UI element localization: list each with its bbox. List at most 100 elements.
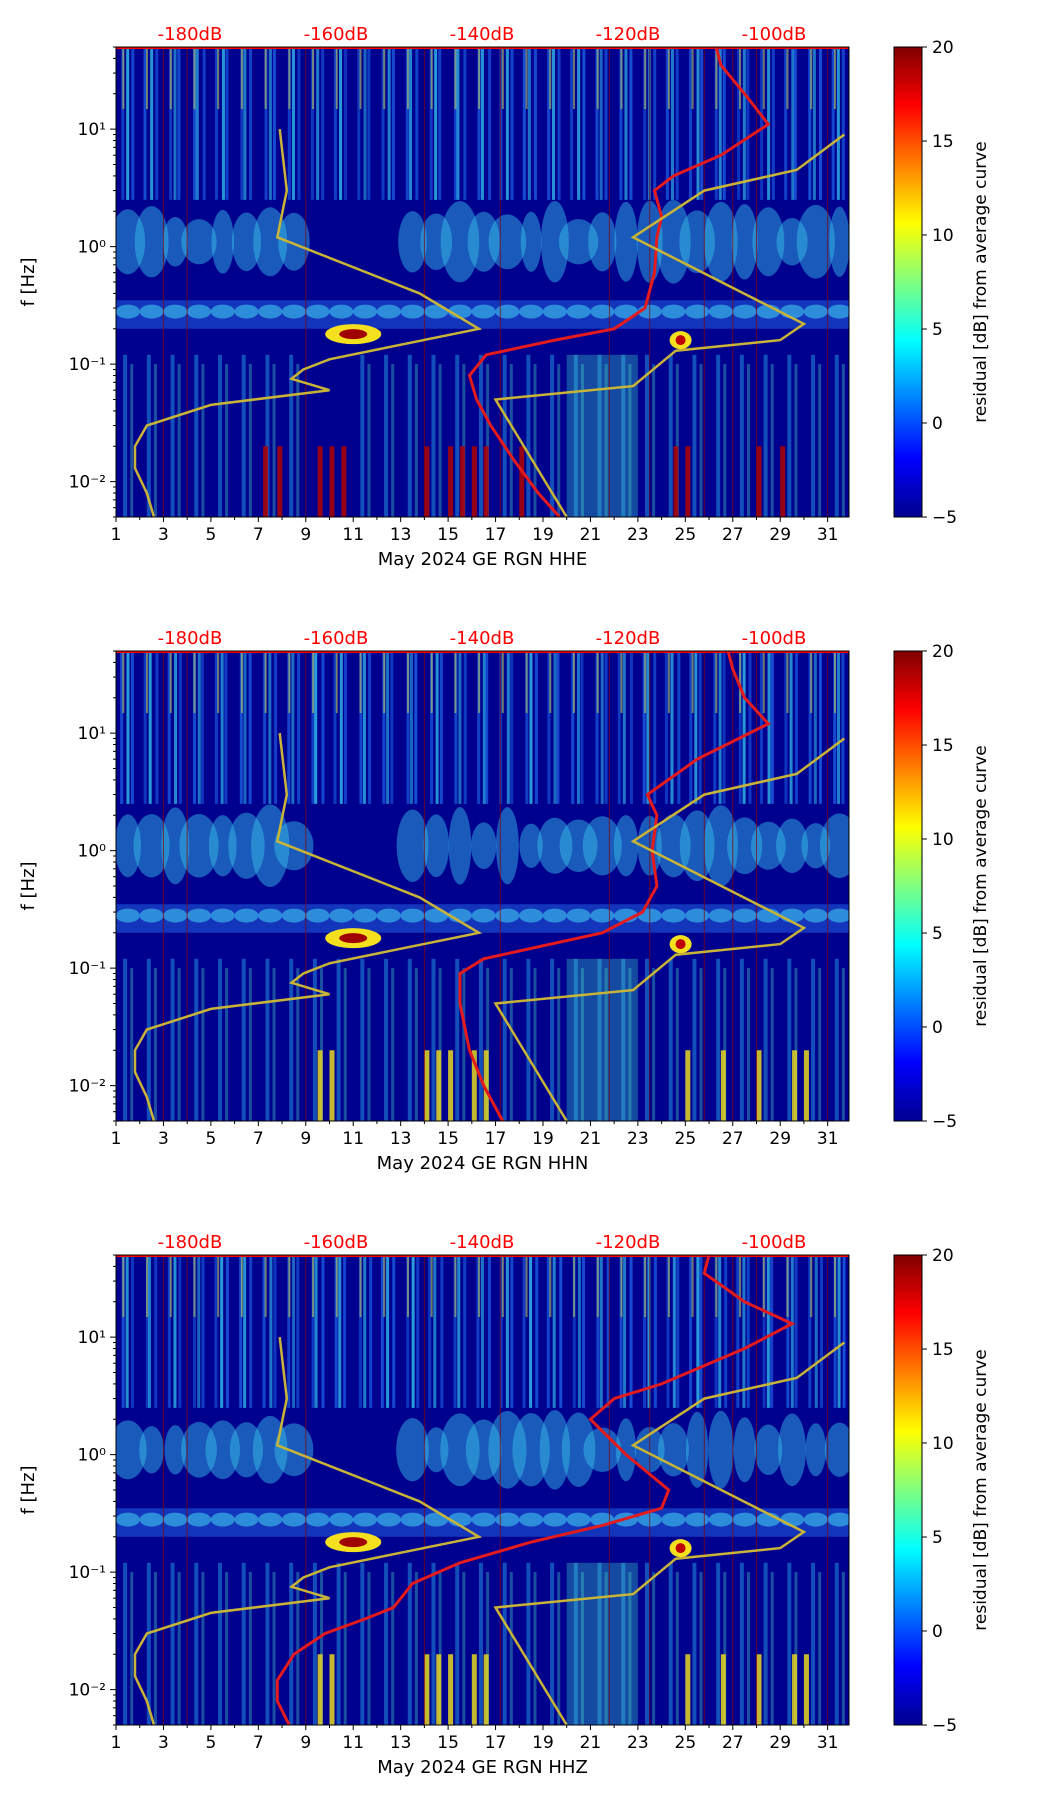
energy-blob (686, 1411, 709, 1488)
secondary-blob (780, 1512, 805, 1527)
x-tick-label: 11 (342, 525, 364, 545)
noise-streak (600, 651, 604, 804)
noise-streak (433, 1255, 437, 1408)
secondary-blob (139, 1512, 164, 1527)
hotspot-core (675, 1543, 686, 1554)
secondary-blob (590, 304, 615, 319)
energy-blob (424, 1427, 449, 1473)
secondary-blob (305, 908, 330, 923)
noise-streak (314, 651, 318, 804)
x-tick-label: 1 (111, 1733, 122, 1753)
noise-streak (463, 47, 467, 200)
colorbar-label: residual [dB] from average curve (971, 141, 991, 422)
noise-streak-hot (786, 49, 789, 109)
secondary-blob (471, 1512, 496, 1527)
lf-hot-bar (448, 1050, 454, 1121)
noise-streak-hot (288, 653, 291, 713)
lf-column (746, 968, 750, 1121)
lf-column (218, 354, 223, 517)
x-tick-label: 15 (437, 525, 459, 545)
noise-streak-hot (240, 653, 243, 713)
lf-column (438, 364, 442, 517)
secondary-blob (566, 1512, 591, 1527)
energy-blob (519, 823, 543, 868)
noise-streak (646, 651, 650, 804)
noise-streak (837, 651, 841, 804)
secondary-blob (234, 304, 259, 319)
x-tick-label: 13 (390, 1129, 412, 1149)
noise-streak (547, 651, 551, 804)
lf-hot-bar (424, 446, 430, 517)
noise-streak-hot (596, 653, 599, 713)
noise-streak (499, 1255, 503, 1408)
secondary-blob (258, 1512, 283, 1527)
yellow-curve-right (493, 737, 846, 1121)
lf-hot-bar (329, 1050, 335, 1121)
lf-hot-bar (424, 1050, 430, 1121)
db-label: -120dB (596, 24, 661, 45)
lf-column (692, 354, 697, 517)
noise-streak (510, 1255, 514, 1408)
lf-column (431, 354, 436, 517)
lf-column (177, 968, 181, 1121)
noise-streak (533, 47, 537, 200)
colorbar-label: residual [dB] from average curve (971, 745, 991, 1026)
noise-streak-hot (810, 49, 813, 109)
noise-streak (525, 651, 529, 804)
lf-column (550, 354, 555, 517)
noise-streak (174, 651, 178, 804)
noise-streak (269, 1255, 273, 1408)
noise-streak (392, 1255, 396, 1408)
secondary-blob (281, 908, 306, 923)
noise-streak (387, 47, 391, 200)
noise-streak (239, 1255, 243, 1408)
noise-streak (841, 651, 845, 804)
x-tick-label: 3 (158, 1129, 169, 1149)
secondary-blob (163, 1512, 188, 1527)
colorbar-tick-label: 0 (932, 414, 943, 434)
lf-column (367, 364, 371, 517)
lf-hot-bar (756, 1050, 762, 1121)
energy-blob (139, 1426, 164, 1474)
colorbar (893, 46, 923, 518)
noise-streak (453, 1255, 457, 1408)
noise-streak (456, 47, 460, 200)
lf-column (746, 1572, 750, 1725)
noise-streak (143, 47, 147, 200)
noise-streak-hot (549, 1257, 552, 1317)
noise-streak (837, 1255, 841, 1408)
noise-streak (262, 1255, 266, 1408)
x-tick-label: 7 (253, 525, 264, 545)
noise-streak (439, 651, 443, 804)
noise-streak (505, 47, 509, 200)
secondary-blob (732, 908, 757, 923)
noise-streak-hot (264, 653, 267, 713)
lf-hot-bar (720, 1654, 726, 1725)
noise-streak (742, 651, 746, 804)
noise-streak (243, 47, 247, 200)
secondary-blob (210, 908, 235, 923)
energy-blob (829, 206, 849, 277)
noise-streak-hot (525, 49, 528, 109)
noise-streak (694, 651, 698, 804)
x-tick-label: 25 (675, 1129, 697, 1149)
lf-column (248, 1572, 252, 1725)
noise-streak (812, 47, 816, 200)
lf-column (360, 1562, 365, 1725)
lf-column (407, 958, 412, 1121)
secondary-blob (210, 1512, 235, 1527)
secondary-blob (827, 304, 849, 319)
energy-blob (559, 819, 598, 873)
noise-streak (553, 651, 557, 804)
lf-column (241, 958, 246, 1121)
noise-streak-hot (644, 1257, 647, 1317)
energy-blob (278, 212, 310, 271)
lf-column (604, 968, 608, 1121)
noise-streak (409, 47, 413, 200)
noise-streak-hot (383, 49, 386, 109)
x-tick-label: 27 (722, 525, 744, 545)
energy-blob (164, 1425, 187, 1475)
energy-blob (537, 817, 573, 874)
noise-streak-hot (312, 1257, 315, 1317)
secondary-blob (732, 304, 757, 319)
